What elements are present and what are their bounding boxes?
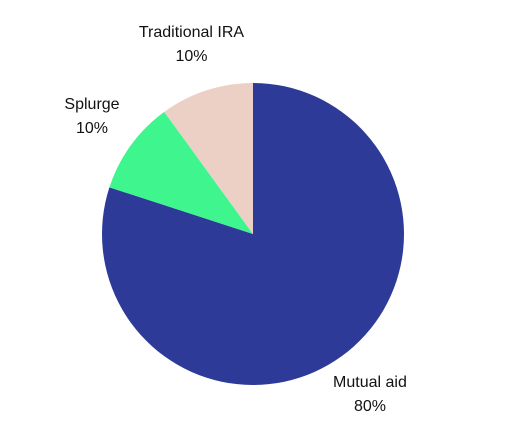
slice-value-label: 10% [175,48,207,65]
pie-slice [101,83,404,385]
slice-value-label: 10% [76,120,108,137]
pie-slice [109,111,253,234]
slice-label: Traditional IRA [139,24,245,41]
slice-value-label: 80% [354,398,386,415]
pie-slice [164,83,253,234]
slice-label: Mutual aid [333,374,407,391]
slice-label: Splurge [64,96,119,113]
